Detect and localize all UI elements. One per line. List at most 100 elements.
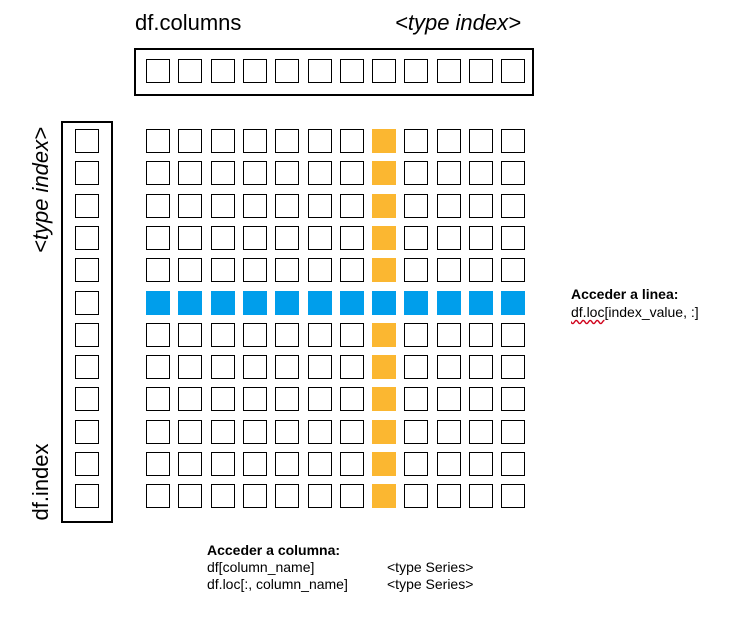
data-cell [275, 355, 299, 379]
data-cell [243, 387, 267, 411]
data-cell [178, 129, 202, 153]
data-cell [308, 420, 332, 444]
data-cell [469, 484, 493, 508]
index-cell [75, 420, 99, 444]
index-cell [75, 484, 99, 508]
index-cell [75, 291, 99, 315]
column-highlight-cell [372, 258, 396, 282]
data-cell [146, 161, 170, 185]
data-cell [501, 355, 525, 379]
data-cell [437, 258, 461, 282]
column-header-cell [211, 59, 235, 83]
index-cell [75, 129, 99, 153]
data-cell [308, 323, 332, 347]
data-cell [469, 226, 493, 250]
index-title: df.index [28, 443, 53, 521]
index-cell [75, 452, 99, 476]
row-access-code-suffix: [index_value, :] [604, 304, 699, 320]
row-highlight-cell [178, 291, 202, 315]
data-cell [469, 420, 493, 444]
data-cell [243, 323, 267, 347]
column-access-type: <type Series> [387, 559, 474, 575]
data-cell [437, 129, 461, 153]
index-title-container: df.index [20, 438, 62, 526]
data-cell [211, 420, 235, 444]
index-type-label: <type index> [28, 127, 53, 253]
column-highlight-cell [372, 484, 396, 508]
index-cell [75, 323, 99, 347]
data-cell [340, 323, 364, 347]
data-cell [243, 161, 267, 185]
data-cell [437, 194, 461, 218]
data-cell [243, 226, 267, 250]
data-cell [243, 194, 267, 218]
data-cell [275, 161, 299, 185]
data-cell [501, 161, 525, 185]
column-highlight-cell [372, 452, 396, 476]
data-cell [211, 194, 235, 218]
data-cell [308, 484, 332, 508]
data-cell [275, 387, 299, 411]
data-cell [501, 323, 525, 347]
data-cell [308, 194, 332, 218]
data-cell [243, 258, 267, 282]
data-cell [404, 452, 428, 476]
data-cell [340, 258, 364, 282]
data-cell [146, 420, 170, 444]
data-cell [211, 452, 235, 476]
data-cell [211, 323, 235, 347]
data-cell [146, 258, 170, 282]
data-cell [501, 258, 525, 282]
data-cell [275, 258, 299, 282]
column-header-cell [404, 59, 428, 83]
data-cell [404, 484, 428, 508]
column-highlight-cell [372, 129, 396, 153]
data-cell [211, 129, 235, 153]
column-highlight-cell [372, 420, 396, 444]
column-header-cell [372, 59, 396, 83]
row-highlight-cell [243, 291, 267, 315]
row-highlight-cell [275, 291, 299, 315]
data-cell [146, 323, 170, 347]
data-cell [501, 484, 525, 508]
data-cell [308, 452, 332, 476]
data-cell [308, 387, 332, 411]
data-cell [501, 194, 525, 218]
column-header-cell [469, 59, 493, 83]
data-cell [501, 452, 525, 476]
row-highlight-cell [501, 291, 525, 315]
index-cell [75, 161, 99, 185]
data-cell [275, 484, 299, 508]
data-cell [211, 387, 235, 411]
columns-frame [134, 48, 534, 96]
index-cell [75, 387, 99, 411]
data-cell [211, 226, 235, 250]
data-cell [340, 387, 364, 411]
data-cell [404, 355, 428, 379]
data-cell [146, 387, 170, 411]
data-cell [146, 129, 170, 153]
data-cell [146, 452, 170, 476]
data-cell [437, 452, 461, 476]
data-cell [469, 194, 493, 218]
columns-title: df.columns [135, 10, 242, 35]
row-highlight-cell [146, 291, 170, 315]
data-cell [178, 484, 202, 508]
data-cell [340, 420, 364, 444]
data-cell [243, 355, 267, 379]
column-header-cell [178, 59, 202, 83]
data-cell [501, 226, 525, 250]
data-cell [404, 387, 428, 411]
data-cell [178, 452, 202, 476]
data-cell [404, 258, 428, 282]
data-cell [275, 226, 299, 250]
column-access-code: df.loc[:, column_name] [207, 576, 348, 592]
column-highlight-cell [372, 161, 396, 185]
row-highlight-cell [372, 291, 396, 315]
data-cell [437, 161, 461, 185]
column-header-cell [340, 59, 364, 83]
data-cell [469, 323, 493, 347]
columns-type-label: <type index> [395, 10, 521, 35]
column-header-cell [243, 59, 267, 83]
row-highlight-cell [211, 291, 235, 315]
